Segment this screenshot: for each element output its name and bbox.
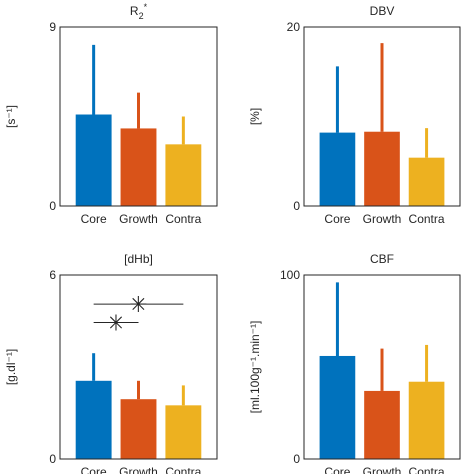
x-tick-label-cbf-contra: Contra [409, 465, 445, 474]
x-tick-label-cbf-core: Core [324, 465, 350, 474]
bar-dhb-growth [120, 399, 157, 459]
bar-r2star-contra [165, 144, 202, 206]
x-tick-label-dhb-core: Core [81, 465, 107, 474]
x-tick-label-dbv-core: Core [324, 212, 350, 226]
x-tick-label-dbv-growth: Growth [363, 212, 402, 226]
y-tick-label-dhb-6: 6 [49, 268, 56, 282]
bar-dbv-contra [408, 157, 445, 206]
y-axis-label-dbv: [%] [248, 108, 262, 125]
x-tick-label-dhb-contra: Contra [165, 465, 201, 474]
bar-dbv-core [319, 132, 356, 206]
chart-title-dhb: [dHb] [124, 252, 153, 266]
bar-dhb-core [75, 380, 112, 459]
y-tick-label-dbv-0: 0 [293, 199, 300, 213]
axes-box-r2star [59, 26, 218, 207]
axes-box-cbf [303, 274, 461, 460]
bar-cbf-contra [408, 381, 445, 459]
x-tick-label-dhb-growth: Growth [119, 465, 158, 474]
chart-title-dbv: DBV [370, 4, 395, 18]
y-tick-label-dbv-20: 20 [287, 20, 301, 34]
y-tick-label-dhb-0: 0 [49, 452, 56, 466]
chart-title-cbf: CBF [370, 252, 394, 266]
bar-r2star-growth [120, 128, 157, 206]
y-tick-label-r2star-9: 9 [49, 20, 56, 34]
panel-r2star: Core Growth Contra 0 9 R2* [s⁻¹] [4, 2, 218, 226]
x-tick-label-r2star-core: Core [81, 212, 107, 226]
significance-marker-dhb-1: ✳ [107, 312, 125, 337]
x-tick-label-cbf-growth: Growth [363, 465, 402, 474]
y-axis-label-r2star: [s⁻¹] [4, 105, 18, 128]
bar-dbv-growth [364, 131, 400, 206]
bar-cbf-core [319, 355, 356, 459]
x-tick-label-r2star-growth: Growth [119, 212, 158, 226]
panel-dbv: Core Growth Contra 0 20 DBV [%] [248, 4, 461, 226]
y-axis-label-cbf: [ml.100g⁻¹.min⁻¹] [248, 321, 262, 414]
bar-r2star-core [75, 114, 112, 206]
bar-dhb-contra [165, 405, 202, 459]
axes-box-dbv [303, 26, 461, 207]
axes-box-dhb [59, 274, 218, 460]
y-tick-label-r2star-0: 0 [49, 199, 56, 213]
y-tick-label-cbf-100: 100 [280, 268, 300, 282]
x-tick-label-dbv-contra: Contra [409, 212, 445, 226]
x-tick-label-r2star-contra: Contra [165, 212, 201, 226]
y-axis-label-dhb: [g.dl⁻¹] [4, 349, 18, 385]
panel-dhb: Core Growth Contra 0 6 [dHb] [g.dl⁻¹] ✳✳ [4, 252, 218, 474]
bar-cbf-growth [364, 390, 400, 459]
panel-cbf: Core Growth Contra 0 100 CBF [ml.100g⁻¹.min⁻¹] [248, 252, 461, 474]
chart-title-r2star: R2* [130, 2, 148, 21]
significance-marker-dhb-2: ✳ [129, 293, 147, 318]
y-tick-label-cbf-0: 0 [293, 452, 300, 466]
